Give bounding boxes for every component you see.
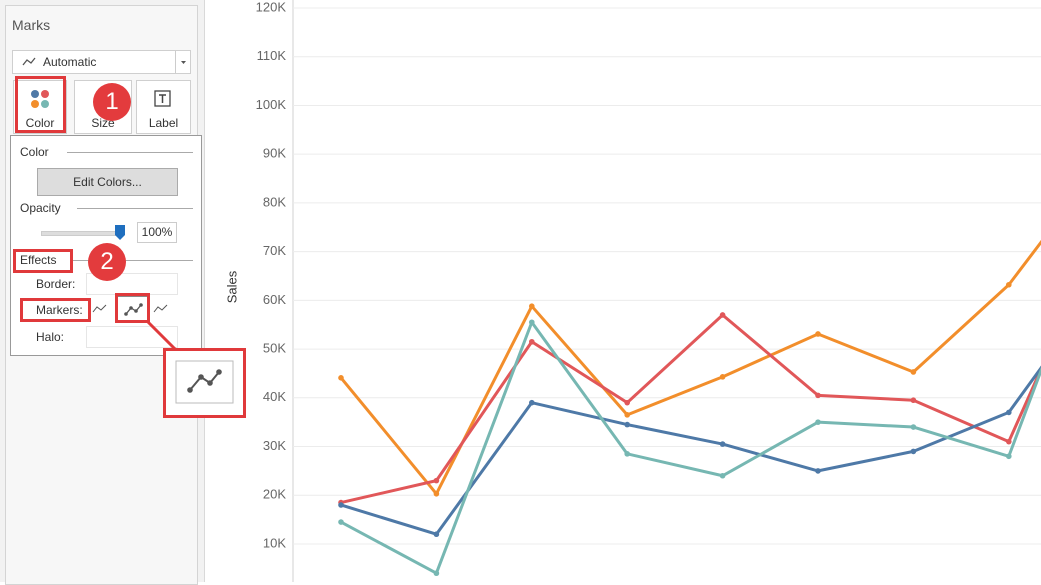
highlight-box [20, 298, 91, 322]
data-point [719, 472, 726, 479]
data-point [529, 338, 535, 345]
data-point [1006, 438, 1012, 445]
data-point [910, 424, 917, 430]
y-tick-label: 50K [263, 341, 286, 356]
section-heading: Effects [20, 253, 57, 267]
y-tick-label: 80K [263, 194, 286, 209]
data-point [910, 448, 917, 455]
callout: 2 [88, 243, 126, 281]
mark-type-dropdown[interactable]: Automatic [12, 50, 191, 74]
y-tick-label: 90K [263, 146, 286, 161]
data-point [1006, 453, 1012, 460]
data-point [624, 421, 630, 428]
y-tick-label: 100K [256, 97, 287, 112]
label-icon [154, 90, 171, 107]
marker-option[interactable] [92, 302, 108, 316]
highlight-box [13, 249, 73, 273]
section-heading: Color [20, 145, 49, 159]
y-tick-label: 10K [263, 535, 286, 550]
slider-thumb[interactable] [114, 224, 126, 241]
data-point [529, 303, 535, 309]
y-tick-label: 20K [263, 487, 286, 502]
y-tick-label: 30K [263, 438, 286, 453]
mark-type-label: Automatic [43, 55, 97, 69]
opacity-input[interactable]: 100% [137, 222, 177, 243]
data-point [529, 319, 535, 326]
field-label: Border: [36, 277, 76, 291]
divider [77, 208, 193, 209]
data-point [719, 312, 726, 318]
series-line [340, 365, 1041, 536]
data-point [624, 412, 630, 418]
edit-colors-button[interactable]: Edit Colors... [37, 168, 178, 196]
button-label: Label [148, 116, 179, 130]
data-point [338, 519, 344, 525]
data-point [1006, 281, 1012, 288]
y-tick-label: 40K [263, 389, 286, 404]
divider [71, 260, 193, 261]
y-tick-label: 110K [257, 48, 287, 63]
dropdown-arrow [175, 51, 191, 73]
data-point [910, 397, 917, 404]
data-point [433, 490, 440, 497]
data-point [719, 374, 726, 380]
color-button[interactable]: Color [13, 80, 67, 134]
field-label: Halo: [36, 330, 65, 344]
data-point [624, 399, 630, 406]
data-point [815, 392, 821, 399]
line-icon [22, 57, 36, 66]
zoom-overlay [146, 320, 246, 418]
y-tick-label: 60K [263, 292, 286, 307]
data-point [815, 468, 821, 474]
data-point [815, 419, 821, 425]
marks-title: Marks [12, 17, 51, 33]
series-line [340, 313, 1041, 505]
y-tick-label: 70K [263, 243, 286, 258]
button-label: Color [25, 116, 55, 130]
divider [67, 152, 193, 153]
highlight-box [15, 76, 66, 133]
field-label: Markers: [36, 303, 83, 317]
data-point [624, 451, 630, 457]
data-point [338, 502, 344, 508]
callout: 1 [93, 83, 131, 121]
data-point [433, 531, 440, 538]
data-point [529, 399, 535, 406]
y-axis-title: Sales [224, 270, 239, 303]
y-tick-label: 120K [256, 0, 287, 14]
color-icon [31, 90, 49, 108]
label-button[interactable]: Label [136, 80, 191, 134]
data-point [719, 441, 726, 447]
side-panel: Marks Automatic Color Size Label 1 Color… [0, 0, 205, 585]
data-point [910, 369, 917, 375]
data-point [433, 570, 440, 577]
highlight-box [115, 293, 150, 323]
data-point [815, 331, 821, 337]
halo-dropdown[interactable] [86, 326, 178, 348]
marker-option[interactable] [153, 302, 169, 316]
data-point [1006, 409, 1012, 416]
data-point [433, 477, 440, 484]
data-point [338, 375, 344, 381]
section-heading: Opacity [20, 201, 61, 215]
